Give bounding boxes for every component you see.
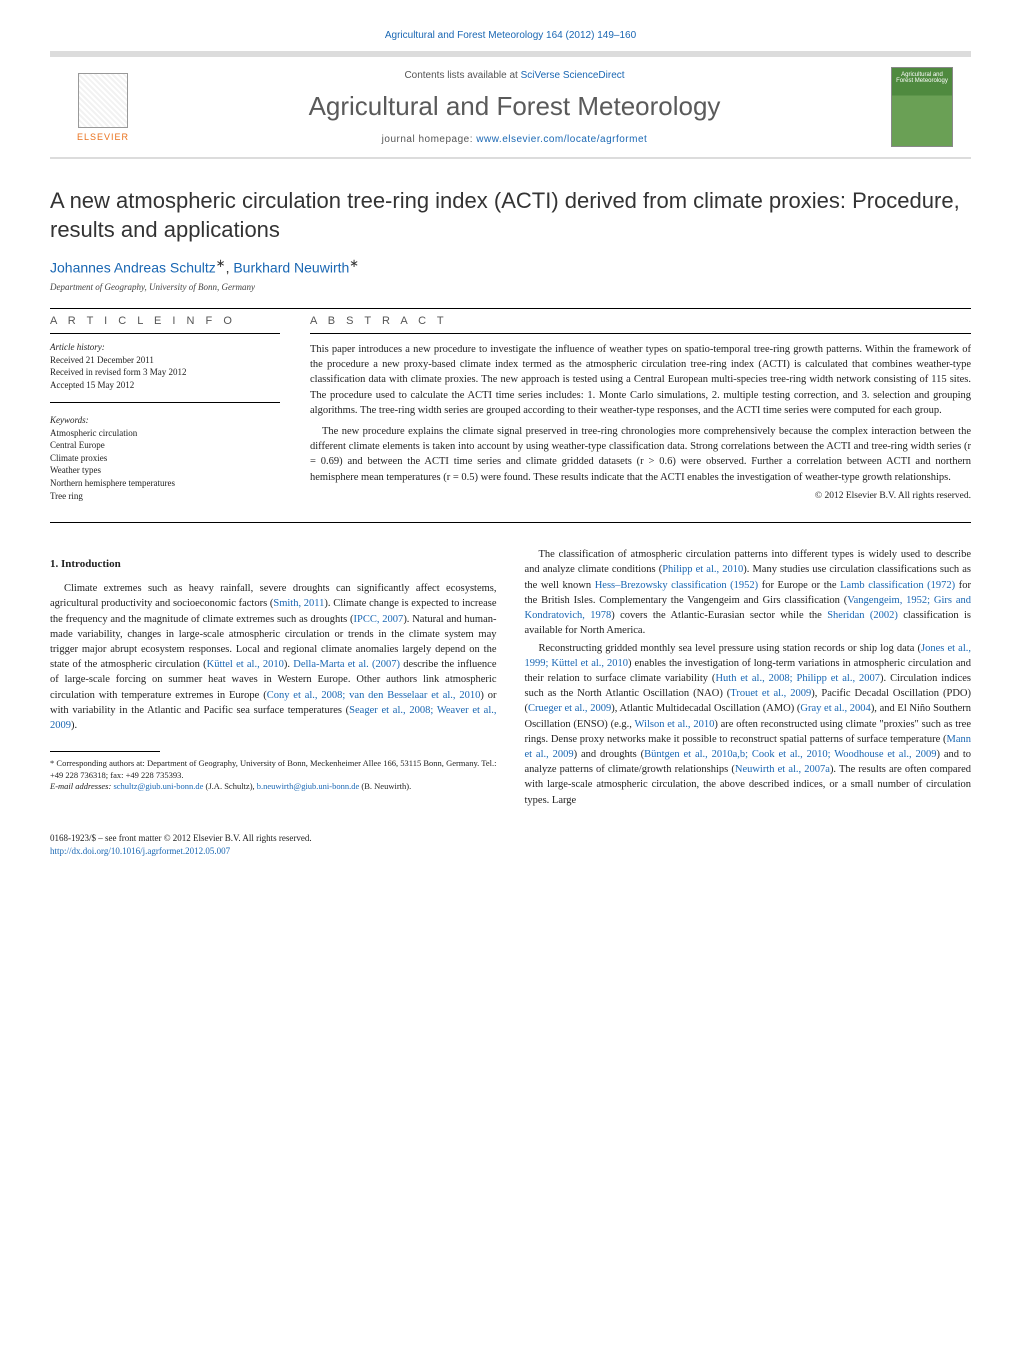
abstract-heading: a b s t r a c t: [310, 315, 971, 327]
email-1-link[interactable]: schultz@giub.uni-bonn.de: [113, 781, 203, 791]
footnotes: * Corresponding authors at: Department o…: [50, 758, 497, 792]
info-abstract-row: a r t i c l e i n f o Article history: R…: [50, 315, 971, 502]
body-p2: The classification of atmospheric circul…: [525, 547, 972, 638]
article-history-label: Article history:: [50, 342, 280, 352]
ref-sheridan-2002[interactable]: Sheridan (2002): [827, 610, 898, 621]
info-rule-2: [50, 402, 280, 403]
keyword-3: Climate proxies: [50, 452, 280, 465]
ref-ipcc-2007[interactable]: IPCC, 2007: [354, 614, 404, 625]
abstract-copyright: © 2012 Elsevier B.V. All rights reserved…: [310, 491, 971, 501]
ref-philipp-2010[interactable]: Philipp et al., 2010: [662, 564, 743, 575]
history-revised: Received in revised form 3 May 2012: [50, 366, 280, 379]
top-rule: [50, 308, 971, 309]
ref-trouet-2009[interactable]: Trouet et al., 2009: [730, 688, 811, 699]
journal-cover-thumbnail: Agricultural and Forest Meteorology: [891, 67, 953, 147]
elsevier-logo: ELSEVIER: [68, 67, 138, 147]
corresponding-author-note: * Corresponding authors at: Department o…: [50, 758, 497, 781]
journal-title: Agricultural and Forest Meteorology: [138, 91, 891, 122]
homepage-prefix: journal homepage:: [382, 134, 477, 145]
author-2-link[interactable]: Burkhard Neuwirth: [233, 260, 349, 276]
elsevier-tree-icon: [78, 73, 128, 128]
doi-link[interactable]: http://dx.doi.org/10.1016/j.agrformet.20…: [50, 846, 230, 856]
journal-reference: Agricultural and Forest Meteorology 164 …: [50, 30, 971, 41]
email-label: E-mail addresses:: [50, 781, 113, 791]
abstract-text: This paper introduces a new procedure to…: [310, 342, 971, 485]
affiliation: Department of Geography, University of B…: [50, 282, 971, 292]
ref-jones-1999[interactable]: Jones et al., 1999; Küttel et al., 2010: [525, 643, 972, 669]
keywords-label: Keywords:: [50, 415, 280, 425]
elsevier-label: ELSEVIER: [77, 132, 129, 142]
keyword-6: Tree ring: [50, 490, 280, 503]
ref-crueger-2009[interactable]: Crueger et al., 2009: [528, 703, 611, 714]
article-info-heading: a r t i c l e i n f o: [50, 315, 280, 327]
abstract-rule: [310, 333, 971, 334]
ref-lamb-1972[interactable]: Lamb classification (1972): [840, 580, 955, 591]
ref-hess-1952[interactable]: Hess–Brezowsky classification (1952): [595, 580, 758, 591]
journal-reference-link[interactable]: Agricultural and Forest Meteorology 164 …: [385, 30, 636, 41]
ref-seager-2008[interactable]: Seager et al., 2008; Weaver et al., 2009: [50, 705, 497, 731]
keywords-block: Keywords: Atmospheric circulation Centra…: [50, 415, 280, 503]
ref-neuwirth-2007[interactable]: Neuwirth et al., 2007a: [735, 764, 830, 775]
email-2-link[interactable]: b.neuwirth@giub.uni-bonn.de: [257, 781, 360, 791]
ref-huth-2008[interactable]: Huth et al., 2008; Philipp et al., 2007: [715, 673, 880, 684]
homepage-link[interactable]: www.elsevier.com/locate/agrformet: [476, 134, 647, 145]
history-received: Received 21 December 2011: [50, 354, 280, 367]
info-rule-1: [50, 333, 280, 334]
issn-copyright-line: 0168-1923/$ – see front matter © 2012 El…: [50, 832, 971, 845]
abstract-p2: The new procedure explains the climate s…: [310, 424, 971, 485]
article-title: A new atmospheric circulation tree-ring …: [50, 187, 971, 244]
ref-cony-2008[interactable]: Cony et al., 2008; van den Besselaar et …: [267, 690, 481, 701]
keyword-5: Northern hemisphere temperatures: [50, 477, 280, 490]
keyword-2: Central Europe: [50, 439, 280, 452]
ref-buntgen-2010[interactable]: Büntgen et al., 2010a,b; Cook et al., 20…: [644, 749, 936, 760]
authors-line: Johannes Andreas Schultz∗, Burkhard Neuw…: [50, 256, 971, 276]
abstract-column: a b s t r a c t This paper introduces a …: [310, 315, 971, 502]
ref-kuttel-2010[interactable]: Küttel et al., 2010: [207, 659, 284, 670]
journal-homepage-line: journal homepage: www.elsevier.com/locat…: [138, 134, 891, 145]
journal-header-bar: ELSEVIER Contents lists available at Sci…: [50, 51, 971, 159]
ref-dellamarta-2007[interactable]: Della-Marta et al. (2007): [293, 659, 400, 670]
ref-vangengeim-1952[interactable]: Vangengeim, 1952; Girs and Kondratovich,…: [525, 595, 972, 621]
ref-smith-2011[interactable]: Smith, 2011: [273, 598, 324, 609]
author-1-link[interactable]: Johannes Andreas Schultz: [50, 260, 216, 276]
keyword-1: Atmospheric circulation: [50, 427, 280, 440]
section-1-heading: 1. Introduction: [50, 557, 497, 573]
page-footer: 0168-1923/$ – see front matter © 2012 El…: [50, 832, 971, 857]
mid-rule: [50, 522, 971, 523]
body-p3: Reconstructing gridded monthly sea level…: [525, 641, 972, 808]
body-p1: Climate extremes such as heavy rainfall,…: [50, 581, 497, 733]
history-accepted: Accepted 15 May 2012: [50, 379, 280, 392]
header-center: Contents lists available at SciVerse Sci…: [138, 70, 891, 145]
email-2-who: (B. Neuwirth).: [359, 781, 411, 791]
email-addresses: E-mail addresses: schultz@giub.uni-bonn.…: [50, 781, 497, 792]
ref-wilson-2010[interactable]: Wilson et al., 2010: [635, 719, 715, 730]
article-body: 1. Introduction Climate extremes such as…: [50, 547, 971, 810]
email-1-who: (J.A. Schultz),: [203, 781, 256, 791]
footnote-separator: [50, 751, 160, 752]
abstract-p1: This paper introduces a new procedure to…: [310, 342, 971, 418]
article-info-column: a r t i c l e i n f o Article history: R…: [50, 315, 280, 502]
keyword-4: Weather types: [50, 464, 280, 477]
contents-prefix: Contents lists available at: [404, 70, 520, 81]
sciencedirect-link[interactable]: SciVerse ScienceDirect: [521, 70, 625, 81]
contents-available-line: Contents lists available at SciVerse Sci…: [138, 70, 891, 81]
ref-gray-2004[interactable]: Gray et al., 2004: [800, 703, 870, 714]
